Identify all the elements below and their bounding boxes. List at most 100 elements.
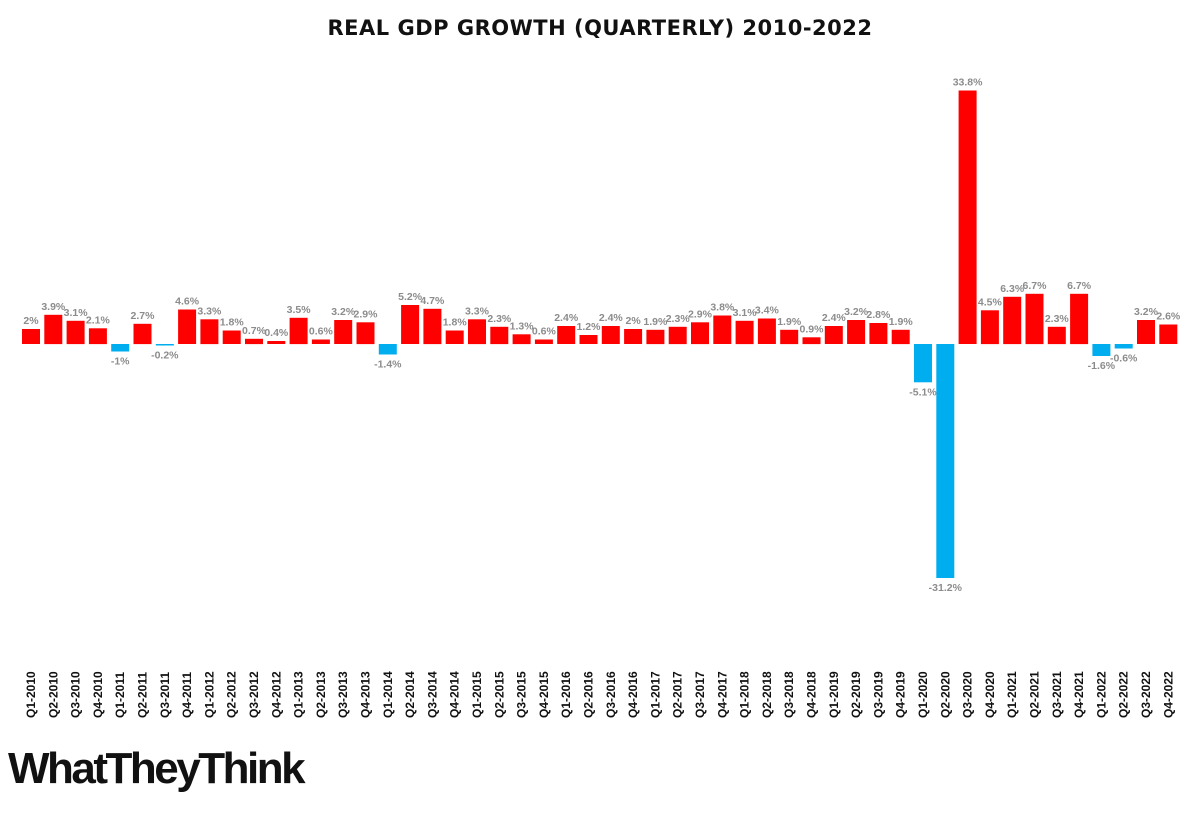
value-label-Q2-2018: 3.4% xyxy=(755,305,780,317)
bar-Q4-2014 xyxy=(445,330,464,344)
x-tick-Q4-2022: Q4-2022 xyxy=(1161,671,1175,718)
x-tick-Q4-2019: Q4-2019 xyxy=(894,671,908,718)
x-tick-labels-group: Q1-2010 Q2-2010 Q3-2010 Q4-2010 Q1-2011 Q2-20… xyxy=(24,671,1175,718)
bar-Q2-2018 xyxy=(757,318,776,344)
x-tick-Q4-2011: Q4-2011 xyxy=(180,672,194,718)
x-tick-Q1-2021: Q1-2021 xyxy=(1005,671,1019,718)
bar-Q2-2011 xyxy=(133,323,152,345)
bar-Q1-2016 xyxy=(557,326,576,344)
bar-Q3-2012 xyxy=(245,338,263,345)
value-label-Q1-2016: 2.4% xyxy=(554,312,579,324)
value-label-Q4-2010: 2.1% xyxy=(86,314,111,326)
value-label-Q3-2018: 1.9% xyxy=(777,316,802,328)
value-label-Q1-2013: 3.5% xyxy=(287,304,312,316)
x-tick-Q1-2010: Q1-2010 xyxy=(24,671,38,718)
x-tick-Q2-2016: Q2-2016 xyxy=(582,671,596,718)
bar-Q3-2015 xyxy=(512,334,531,345)
x-tick-Q3-2022: Q3-2022 xyxy=(1139,671,1153,718)
bar-Q4-2011 xyxy=(178,309,197,344)
x-tick-Q4-2021: Q4-2021 xyxy=(1072,671,1086,718)
x-tick-Q3-2019: Q3-2019 xyxy=(871,671,885,718)
value-label-Q4-2022: 2.6% xyxy=(1156,311,1181,323)
value-label-Q2-2011: 2.7% xyxy=(131,310,156,322)
bar-Q1-2019 xyxy=(824,326,843,344)
value-label-Q1-2011: -1% xyxy=(111,356,130,368)
bar-Q2-2010 xyxy=(44,314,63,345)
value-label-Q1-2022: -1.6% xyxy=(1088,360,1116,372)
value-label-Q4-2013: 2.9% xyxy=(354,308,379,320)
value-label-Q2-2014: 5.2% xyxy=(398,291,423,303)
value-label-Q2-2021: 6.7% xyxy=(1023,280,1048,292)
bar-Q2-2022 xyxy=(1114,344,1133,349)
value-label-Q1-2012: 3.3% xyxy=(197,305,222,317)
value-label-Q4-2011: 4.6% xyxy=(175,296,200,308)
value-label-Q4-2020: 4.5% xyxy=(978,296,1003,308)
x-tick-Q1-2018: Q1-2018 xyxy=(738,671,752,718)
value-label-Q2-2017: 2.3% xyxy=(666,313,691,325)
value-label-Q4-2014: 1.8% xyxy=(443,317,468,329)
value-label-Q4-2017: 3.8% xyxy=(710,302,735,314)
x-tick-Q2-2018: Q2-2018 xyxy=(760,671,774,718)
x-tick-Q2-2011: Q2-2011 xyxy=(136,672,150,718)
bar-Q2-2013 xyxy=(311,339,330,344)
bar-Q2-2017 xyxy=(668,326,687,345)
x-tick-Q4-2014: Q4-2014 xyxy=(448,671,462,718)
x-tick-Q1-2015: Q1-2015 xyxy=(470,671,484,718)
bar-Q1-2022 xyxy=(1092,344,1111,356)
whattheythink-logo: WhatTheyThink xyxy=(8,744,306,794)
bar-Q2-2014 xyxy=(401,305,420,344)
bar-Q3-2010 xyxy=(66,320,85,345)
value-label-Q3-2011: -0.2% xyxy=(151,350,179,362)
x-tick-Q2-2019: Q2-2019 xyxy=(849,671,863,718)
bar-Q3-2021 xyxy=(1047,326,1066,345)
bar-Q1-2011 xyxy=(111,344,130,352)
bar-Q4-2021 xyxy=(1070,293,1089,345)
value-label-Q3-2014: 4.7% xyxy=(420,295,445,307)
bar-Q1-2012 xyxy=(200,319,219,345)
bar-Q3-2022 xyxy=(1137,320,1155,344)
x-tick-Q2-2020: Q2-2020 xyxy=(938,671,952,718)
x-tick-Q1-2022: Q1-2022 xyxy=(1094,671,1108,718)
x-tick-Q4-2012: Q4-2012 xyxy=(269,671,283,718)
value-label-Q3-2019: 2.8% xyxy=(866,309,891,321)
value-label-Q2-2020: -31.2% xyxy=(929,582,963,594)
bar-Q3-2013 xyxy=(334,320,353,344)
bar-Q1-2021 xyxy=(1003,296,1022,345)
value-label-Q1-2014: -1.4% xyxy=(374,359,402,371)
bar-Q4-2017 xyxy=(713,315,732,344)
x-tick-Q3-2016: Q3-2016 xyxy=(604,671,618,718)
x-tick-Q3-2012: Q3-2012 xyxy=(247,671,261,718)
x-tick-Q1-2017: Q1-2017 xyxy=(648,671,662,718)
bar-Q2-2015 xyxy=(490,326,509,345)
x-tick-Q2-2010: Q2-2010 xyxy=(46,671,60,718)
x-tick-Q4-2015: Q4-2015 xyxy=(537,671,551,718)
x-tick-Q1-2012: Q1-2012 xyxy=(202,671,216,718)
value-label-Q1-2021: 6.3% xyxy=(1000,283,1025,295)
value-label-Q3-2012: 0.7% xyxy=(242,325,267,337)
value-label-Q3-2021: 2.3% xyxy=(1045,313,1070,325)
bar-Q2-2021 xyxy=(1025,293,1044,345)
x-tick-Q3-2015: Q3-2015 xyxy=(515,671,529,718)
x-tick-Q1-2016: Q1-2016 xyxy=(559,671,573,718)
bar-Q4-2013 xyxy=(356,322,375,345)
bar-Q4-2020 xyxy=(980,310,999,345)
x-tick-Q4-2018: Q4-2018 xyxy=(805,671,819,718)
value-label-Q4-2021: 6.7% xyxy=(1067,280,1092,292)
bar-Q1-2013 xyxy=(289,317,308,345)
x-tick-Q2-2012: Q2-2012 xyxy=(225,671,239,718)
x-tick-Q4-2016: Q4-2016 xyxy=(626,671,640,718)
x-tick-Q3-2021: Q3-2021 xyxy=(1050,671,1064,718)
bar-Q1-2018 xyxy=(735,320,754,345)
bars-group xyxy=(22,90,1178,578)
value-label-Q1-2019: 2.4% xyxy=(822,312,847,324)
x-tick-Q4-2013: Q4-2013 xyxy=(359,671,373,718)
bar-Q2-2019 xyxy=(847,320,866,344)
value-label-Q2-2019: 3.2% xyxy=(844,306,869,318)
x-tick-Q2-2015: Q2-2015 xyxy=(492,671,506,718)
bar-Q1-2017 xyxy=(646,329,665,345)
value-label-Q1-2017: 1.9% xyxy=(643,316,668,328)
x-tick-Q1-2019: Q1-2019 xyxy=(827,671,841,718)
x-tick-Q4-2010: Q4-2010 xyxy=(91,671,105,718)
value-label-Q4-2016: 2% xyxy=(626,315,642,327)
